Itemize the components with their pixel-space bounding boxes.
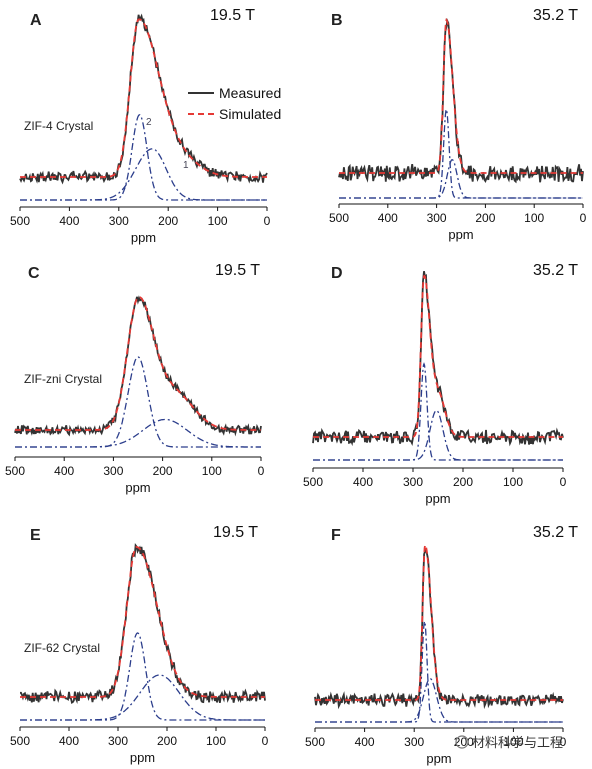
x-tick-label: 100 xyxy=(206,734,226,748)
x-tick-label: 400 xyxy=(59,214,79,228)
x-tick-label: 400 xyxy=(378,211,398,225)
x-tick-label: 400 xyxy=(59,734,79,748)
peak-label: 1 xyxy=(183,160,189,171)
x-tick-label: 100 xyxy=(208,214,228,228)
x-tick-label: 0 xyxy=(264,214,271,228)
x-tick-label: 500 xyxy=(329,211,349,225)
measured-line xyxy=(20,543,266,705)
panel-letter: C xyxy=(28,265,40,282)
simulated-line xyxy=(339,17,583,174)
panel-letter: B xyxy=(331,12,343,29)
field-strength-label: 35.2 T xyxy=(533,7,578,24)
field-strength-label: 19.5 T xyxy=(215,262,260,279)
component-curve-2 xyxy=(20,674,265,721)
x-tick-label: 0 xyxy=(580,211,587,225)
panel-letter: D xyxy=(331,265,343,282)
panel-letter: A xyxy=(30,12,42,29)
x-tick-label: 100 xyxy=(524,211,544,225)
sample-label: ZIF-zni Crystal xyxy=(24,372,102,386)
measured-line xyxy=(312,271,564,447)
measured-line xyxy=(338,17,584,184)
component-curve-1 xyxy=(315,618,563,723)
panel-b: 500 400 300 200 100 0 ppm B 35.2 T xyxy=(329,7,587,242)
x-tick-label: 500 xyxy=(5,464,25,478)
panel-f: 500 400 300 200 100 0 ppm F 35.2 T xyxy=(305,524,578,766)
x-tick-label: 500 xyxy=(303,475,323,489)
simulated-line xyxy=(20,546,265,698)
x-axis-label: ppm xyxy=(130,750,155,765)
simulated-line xyxy=(20,18,267,178)
sample-label: ZIF-4 Crystal xyxy=(24,119,93,133)
x-tick-label: 300 xyxy=(109,214,129,228)
x-tick-label: 500 xyxy=(10,734,30,748)
x-tick-label: 300 xyxy=(403,475,423,489)
sample-label: ZIF-62 Crystal xyxy=(24,641,100,655)
component-curve-2 xyxy=(313,409,563,461)
component-curve-2 xyxy=(15,418,261,448)
simulated-line xyxy=(315,543,563,701)
x-tick-label: 400 xyxy=(54,464,74,478)
x-tick-label: 500 xyxy=(10,214,30,228)
legend: Measured Simulated xyxy=(188,85,281,122)
field-strength-label: 35.2 T xyxy=(533,262,578,279)
x-tick-label: 400 xyxy=(353,475,373,489)
x-axis-label: ppm xyxy=(425,491,450,506)
x-axis-label: ppm xyxy=(131,230,156,245)
component-curve-2 xyxy=(20,148,267,201)
x-tick-label: 400 xyxy=(355,735,375,749)
x-tick-label: 0 xyxy=(262,734,269,748)
x-tick-label: 300 xyxy=(108,734,128,748)
legend-label-measured: Measured xyxy=(219,85,281,101)
x-tick-label: 300 xyxy=(103,464,123,478)
watermark-text: 材料科学与工程 xyxy=(472,735,563,751)
x-tick-label: 200 xyxy=(453,475,473,489)
measured-line xyxy=(14,295,262,437)
field-strength-label: 35.2 T xyxy=(533,524,578,541)
component-curve-2 xyxy=(339,159,583,199)
x-axis-label: ppm xyxy=(448,227,473,242)
x-tick-label: 200 xyxy=(157,734,177,748)
panel-e: 500 400 300 200 100 0 ppm E 19.5 T ZIF-62 Crystal xyxy=(10,524,269,765)
component-curve-1 xyxy=(339,107,583,199)
x-axis-label: ppm xyxy=(125,480,150,495)
measured-line xyxy=(19,13,268,185)
watermark: 材料科学与工程 xyxy=(455,735,563,751)
simulated-line xyxy=(15,296,261,431)
x-tick-label: 200 xyxy=(153,464,173,478)
panel-d: 500 400 300 200 100 0 ppm D 35.2 T xyxy=(303,262,578,506)
field-strength-label: 19.5 T xyxy=(213,524,258,541)
x-tick-label: 0 xyxy=(258,464,265,478)
wechat-icon xyxy=(455,735,469,749)
panel-letter: E xyxy=(30,527,41,544)
x-tick-label: 200 xyxy=(475,211,495,225)
x-tick-label: 500 xyxy=(305,735,325,749)
x-tick-label: 100 xyxy=(503,475,523,489)
x-tick-label: 0 xyxy=(560,475,567,489)
x-tick-label: 300 xyxy=(404,735,424,749)
x-tick-label: 200 xyxy=(454,735,474,749)
x-tick-label: 300 xyxy=(427,211,447,225)
panel-letter: F xyxy=(331,527,341,544)
measured-line xyxy=(314,547,564,710)
panel-a: 500 400 300 200 100 0 ppm A 19.5 T ZIF-4 Crystal 2… xyxy=(10,7,281,245)
panel-c: 500 400 300 200 100 0 ppm C 19.5 T ZIF-zni Crysta… xyxy=(5,262,265,495)
peak-label: 2 xyxy=(146,117,152,128)
x-tick-label: 0 xyxy=(560,735,567,749)
x-tick-label: 200 xyxy=(158,214,178,228)
x-axis-label: ppm xyxy=(426,751,451,766)
x-tick-label: 100 xyxy=(503,735,523,749)
field-strength-label: 19.5 T xyxy=(210,7,255,24)
simulated-line xyxy=(313,274,563,438)
legend-label-simulated: Simulated xyxy=(219,106,281,122)
x-tick-label: 100 xyxy=(202,464,222,478)
component-curve-2 xyxy=(315,677,563,723)
